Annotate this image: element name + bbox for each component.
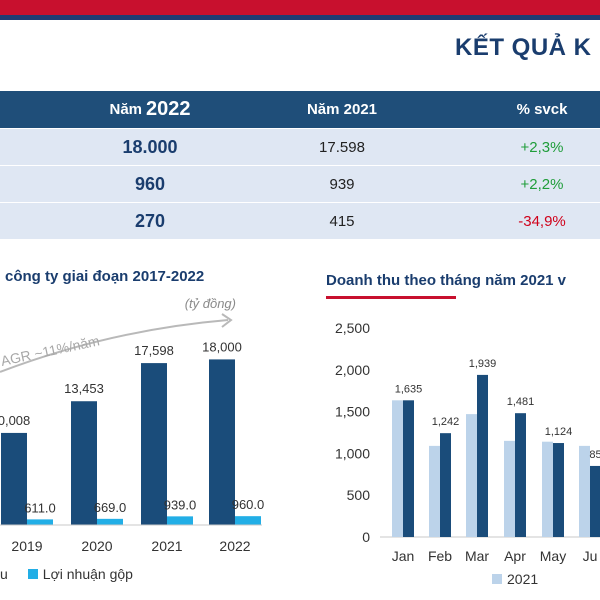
- revenue-data-label: 17,598: [134, 343, 174, 358]
- gross-profit-bar: [27, 519, 53, 525]
- y-tick-label: 0: [362, 529, 370, 545]
- revenue-data-label: 18,000: [202, 339, 242, 354]
- x-tick-label: Jan: [392, 548, 415, 564]
- bar-2021: [542, 441, 553, 537]
- header-year-2021: Năm 2021: [306, 101, 378, 118]
- bar-comparison: [440, 433, 451, 537]
- table-header: Năm 2022 Năm 2021 % svck: [0, 91, 600, 128]
- revenue-bar: [1, 432, 27, 525]
- bar-data-label: 85: [589, 449, 600, 461]
- bar-comparison: [590, 465, 600, 537]
- header-year-2022: Năm 2022: [60, 91, 240, 128]
- bar-data-label: 1,124: [545, 426, 573, 438]
- cell-change: +2,2%: [520, 175, 564, 193]
- cagr-trend-arrow: [0, 319, 229, 373]
- gross-profit-data-label: 939.0: [164, 497, 197, 512]
- bar-comparison: [515, 413, 526, 537]
- right-chart-title-underline: [326, 296, 456, 299]
- unit-note: (tỷ đồng): [185, 296, 236, 311]
- y-tick-label: 2,000: [335, 362, 370, 378]
- cell-change: +2,3%: [520, 138, 564, 156]
- bar-data-label: 1,242: [432, 416, 460, 428]
- top-accent-bar: [0, 0, 600, 15]
- cagr-annotation: AGR ~11%/năm: [0, 332, 101, 369]
- cell-2021: 415: [329, 212, 355, 230]
- bar-2021: [429, 445, 440, 537]
- revenue-data-label: 0,008: [0, 413, 30, 428]
- y-tick-label: 500: [347, 487, 371, 503]
- legend-first-label: u: [0, 566, 8, 582]
- legend-second-label: Lợi nhuận gộp: [42, 566, 133, 582]
- table-row: 270 415 -34,9%: [0, 202, 600, 239]
- bar-data-label: 1,939: [469, 358, 497, 370]
- gross-profit-bar: [97, 518, 123, 525]
- header-year-label: Năm: [109, 101, 142, 118]
- legend-label-2021: 2021: [507, 571, 539, 587]
- left-chart-title: công ty giai đoạn 2017-2022: [5, 268, 205, 285]
- cell-2021: 939: [329, 175, 355, 193]
- legend-swatch-gross-profit: [27, 569, 38, 579]
- cagr-trend-arrow-head: [221, 313, 233, 328]
- legend-swatch-2021: [492, 574, 502, 584]
- top-accent-stripe: [0, 15, 600, 20]
- x-tick-label: Ju: [583, 548, 598, 564]
- x-tick-label: Feb: [428, 548, 452, 564]
- bar-comparison: [403, 400, 414, 537]
- right-chart-legend: 2021: [492, 571, 538, 587]
- x-tick-label: 2020: [81, 538, 112, 554]
- x-tick-label: Apr: [504, 548, 526, 564]
- bar-2021: [392, 400, 403, 537]
- bar-data-label: 1,635: [395, 383, 423, 395]
- y-tick-label: 2,500: [335, 320, 370, 336]
- revenue-bar: [71, 401, 97, 525]
- page-title: KẾT QUẢ K: [455, 34, 592, 61]
- gross-profit-data-label: 960.0: [232, 497, 265, 512]
- revenue-bar: [141, 363, 167, 525]
- right-chart-title: Doanh thu theo tháng năm 2021 v: [326, 272, 567, 289]
- x-tick-label: May: [540, 548, 566, 564]
- y-tick-label: 1,500: [335, 404, 370, 420]
- bar-2021: [466, 414, 477, 537]
- x-tick-label: 2019: [11, 538, 42, 554]
- gross-profit-data-label: 669.0: [94, 500, 127, 515]
- x-tick-label: 2022: [219, 538, 250, 554]
- left-chart-legend: u Lợi nhuận gộp: [0, 566, 133, 582]
- header-change: % svck: [516, 101, 568, 118]
- y-tick-label: 1,000: [335, 445, 370, 461]
- revenue-bar: [209, 359, 235, 525]
- bar-2021: [504, 440, 515, 537]
- gross-profit-data-label: 611.0: [24, 500, 56, 515]
- header-year-value: 2022: [146, 98, 191, 120]
- cell-2022: 18.000: [122, 136, 178, 157]
- results-table: Năm 2022 Năm 2021 % svck 18.000 17.598 +…: [0, 91, 600, 239]
- cell-2022: 960: [134, 173, 166, 194]
- x-tick-label: Mar: [465, 548, 489, 564]
- bar-data-label: 1,481: [507, 396, 535, 408]
- table-row: 18.000 17.598 +2,3%: [0, 128, 600, 165]
- bar-comparison: [553, 443, 564, 537]
- table-row: 960 939 +2,2%: [0, 165, 600, 202]
- gross-profit-bar: [235, 516, 261, 525]
- cell-2022: 270: [134, 210, 166, 231]
- gross-profit-bar: [167, 516, 193, 525]
- cell-2021: 17.598: [319, 138, 365, 156]
- cell-change: -34,9%: [518, 212, 566, 230]
- bar-comparison: [477, 374, 488, 537]
- x-tick-label: 2021: [151, 538, 182, 554]
- bar-2021: [579, 445, 590, 537]
- revenue-data-label: 13,453: [64, 381, 104, 396]
